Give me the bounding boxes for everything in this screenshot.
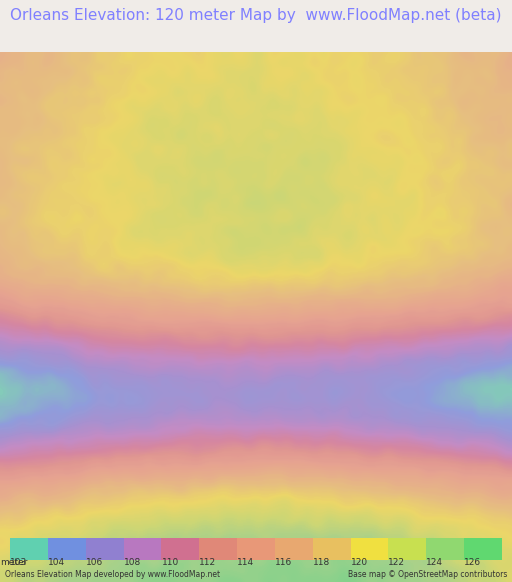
Text: 116: 116 [275,558,292,567]
Text: 106: 106 [86,558,103,567]
Text: Orleans Elevation: 120 meter Map by  www.FloodMap.net (beta): Orleans Elevation: 120 meter Map by www.… [10,8,502,23]
Text: 126: 126 [464,558,481,567]
Bar [48,538,86,560]
Bar [464,538,502,560]
Text: 104: 104 [48,558,65,567]
Bar [275,538,313,560]
Text: 118: 118 [313,558,330,567]
Text: 108: 108 [124,558,141,567]
Text: 120: 120 [351,558,368,567]
Bar [124,538,161,560]
Text: 122: 122 [388,558,406,567]
Text: Base map © OpenStreetMap contributors: Base map © OpenStreetMap contributors [348,570,507,579]
Text: 103: 103 [10,558,28,567]
Bar [10,538,48,560]
Bar [237,538,275,560]
Text: 114: 114 [237,558,254,567]
Bar [388,538,426,560]
Bar [199,538,237,560]
Text: 110: 110 [161,558,179,567]
Bar [426,538,464,560]
Bar [351,538,388,560]
Text: 112: 112 [199,558,217,567]
Text: Orleans Elevation Map developed by www.FloodMap.net: Orleans Elevation Map developed by www.F… [5,570,220,579]
Text: meter: meter [0,558,27,567]
Bar [161,538,199,560]
Text: 124: 124 [426,558,443,567]
Bar [86,538,124,560]
Bar [313,538,351,560]
